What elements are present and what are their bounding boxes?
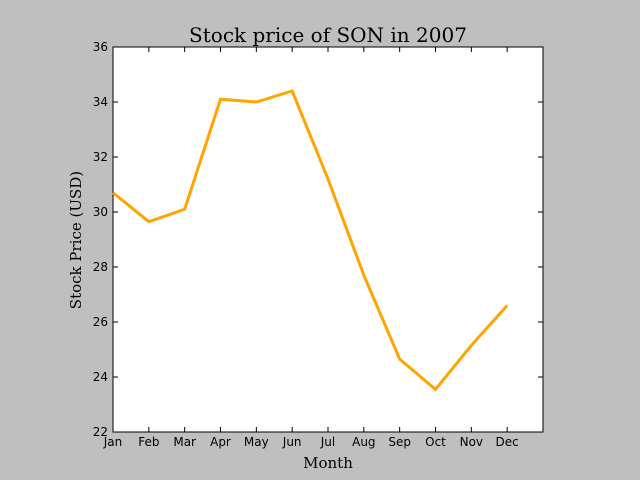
x-tick-label: Mar bbox=[173, 435, 196, 449]
y-axis: 22 24 26 28 30 32 34 36 bbox=[93, 40, 543, 439]
y-tick-label: 36 bbox=[93, 40, 108, 54]
x-tick-label: Aug bbox=[352, 435, 375, 449]
y-axis-label: Stock Price (USD) bbox=[67, 171, 85, 309]
x-tick-label: Sep bbox=[388, 435, 411, 449]
y-tick-label: 24 bbox=[93, 370, 108, 384]
x-tick-label: Nov bbox=[460, 435, 483, 449]
y-tick-label: 22 bbox=[93, 425, 108, 439]
y-tick-label: 34 bbox=[93, 95, 108, 109]
y-tick-label: 30 bbox=[93, 205, 108, 219]
y-tick-label: 26 bbox=[93, 315, 108, 329]
x-axis: Jan Feb Mar Apr May Jun Jul Aug Sep Oct Nov Dec bbox=[103, 47, 519, 449]
x-tick-label: Jun bbox=[282, 435, 302, 449]
series-line bbox=[112, 89, 509, 392]
x-axis-label: Month bbox=[303, 454, 353, 472]
y-tick-label: 28 bbox=[93, 260, 108, 274]
x-tick-label: Oct bbox=[425, 435, 446, 449]
chart-title: Stock price of SON in 2007 bbox=[189, 23, 467, 47]
x-tick-label: Dec bbox=[496, 435, 519, 449]
x-tick-label: May bbox=[244, 435, 269, 449]
plot-area bbox=[112, 46, 544, 433]
x-tick-label: Jan bbox=[103, 435, 123, 449]
x-tick-label: Apr bbox=[210, 435, 231, 449]
x-tick-label: Jul bbox=[320, 435, 335, 449]
series-layer bbox=[112, 89, 509, 392]
y-tick-label: 32 bbox=[93, 150, 108, 164]
x-tick-label: Feb bbox=[138, 435, 159, 449]
